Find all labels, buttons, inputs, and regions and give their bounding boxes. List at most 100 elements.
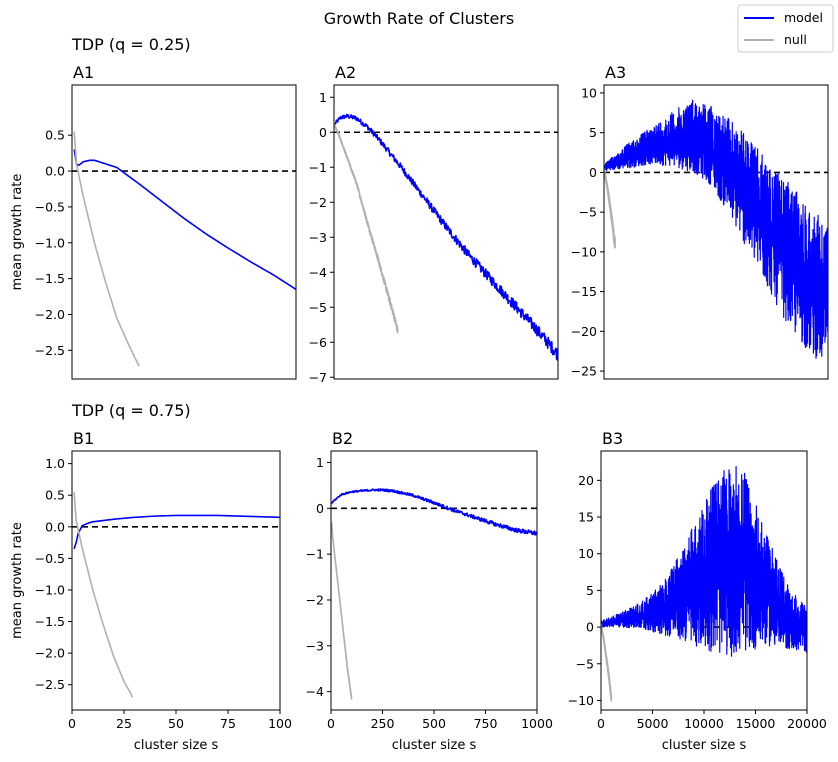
row-title-top: TDP (q = 0.25) — [71, 35, 191, 54]
y-axis-label: mean growth rate — [10, 174, 25, 291]
plot-area — [72, 492, 280, 698]
plot-area — [601, 465, 807, 702]
x-axis-label: cluster size s — [392, 738, 477, 753]
y-tick-label: −4 — [306, 684, 324, 699]
y-tick-label: −0.5 — [35, 551, 65, 566]
y-tick-label: −4 — [309, 265, 327, 280]
series-line-model — [601, 465, 807, 657]
plot-area — [72, 131, 296, 367]
y-tick-label: 5 — [586, 583, 594, 598]
y-axis-label: mean growth rate — [10, 522, 25, 639]
legend-label-null: null — [784, 32, 807, 47]
y-tick-label: −3 — [309, 230, 327, 245]
y-tick-label: 10 — [581, 85, 597, 100]
y-tick-label: −10 — [571, 244, 597, 259]
plot-area — [334, 113, 558, 361]
y-tick-label: −5 — [576, 656, 594, 671]
y-tick-label: 0.5 — [45, 128, 65, 143]
panel-title: B3 — [602, 429, 623, 448]
y-tick-label: −2 — [306, 592, 324, 607]
y-tick-label: −2.5 — [35, 343, 65, 358]
y-tick-label: −5 — [309, 300, 327, 315]
x-tick-label: 15000 — [736, 716, 776, 731]
x-tick-label: 750 — [474, 716, 498, 731]
y-tick-label: −6 — [309, 335, 327, 350]
x-tick-label: 0 — [68, 716, 76, 731]
x-tick-label: 100 — [268, 716, 292, 731]
y-tick-label: 15 — [578, 510, 594, 525]
y-tick-label: −1.0 — [35, 582, 65, 597]
panel-title: B1 — [73, 429, 94, 448]
y-tick-label: −10 — [568, 693, 594, 708]
y-tick-label: 1 — [319, 90, 327, 105]
x-tick-label: 10000 — [684, 716, 724, 731]
y-tick-label: −2.5 — [35, 677, 65, 692]
legend: model null — [737, 4, 834, 53]
y-tick-label: −25 — [571, 364, 597, 379]
series-line-null — [73, 492, 134, 698]
y-tick-label: −2.0 — [35, 307, 65, 322]
series-line-model — [73, 514, 280, 550]
y-tick-label: 10 — [578, 546, 594, 561]
y-tick-label: −1 — [309, 160, 327, 175]
y-tick-label: 0.0 — [45, 164, 65, 179]
y-tick-label: −7 — [309, 370, 327, 385]
y-tick-label: −2 — [309, 195, 327, 210]
axes-frame — [603, 84, 829, 380]
y-tick-label: 0 — [316, 501, 324, 516]
series-line-model — [73, 149, 296, 291]
panel-B2: 1 0 −1 −2 −3 −4 0 250 500 750 1000 B2 cluster size s — [306, 429, 553, 753]
y-tick-label: −3 — [306, 638, 324, 653]
panel-A1: 0.5 0.0 −0.5 −1.0 −1.5 −2.0 −2.5 A1 mean growth … — [10, 63, 297, 380]
y-tick-label: 1.0 — [45, 456, 65, 471]
series-line-model — [604, 99, 828, 359]
x-tick-label: 0 — [597, 716, 605, 731]
axes-frame — [333, 84, 559, 380]
y-tick-label: −1.5 — [35, 271, 65, 286]
axes-frame — [71, 84, 297, 380]
y-tick-label: −1 — [306, 547, 324, 562]
x-tick-label: 1000 — [521, 716, 553, 731]
series-line-null — [601, 623, 613, 702]
plot-area — [331, 488, 537, 700]
y-tick-label: −15 — [571, 284, 597, 299]
panel-title: B2 — [332, 429, 353, 448]
x-tick-label: 75 — [220, 716, 236, 731]
row-title-bottom: TDP (q = 0.75) — [71, 401, 191, 420]
series-line-model — [331, 488, 537, 536]
y-tick-label: −0.5 — [35, 199, 65, 214]
y-tick-label: −1.5 — [35, 614, 65, 629]
y-tick-label: 5 — [589, 125, 597, 140]
y-tick-label: 0.5 — [45, 488, 65, 503]
y-tick-label: 0.0 — [45, 519, 65, 534]
y-tick-label: 20 — [578, 473, 594, 488]
figure-title: Growth Rate of Clusters — [324, 9, 514, 28]
x-tick-label: 50 — [168, 716, 184, 731]
x-tick-label: 25 — [116, 716, 132, 731]
panel-title: A2 — [335, 63, 356, 82]
series-line-null — [331, 521, 353, 700]
x-axis-label: cluster size s — [662, 738, 747, 753]
x-tick-label: 250 — [371, 716, 395, 731]
panel-A3: 10 5 0 −5 −10 −15 −20 −25 A3 — [571, 63, 829, 380]
x-tick-label: 20000 — [787, 716, 827, 731]
series-line-null — [73, 131, 140, 367]
x-tick-label: 500 — [422, 716, 446, 731]
y-tick-label: −2.0 — [35, 646, 65, 661]
y-tick-label: 0 — [319, 125, 327, 140]
panels: 0.5 0.0 −0.5 −1.0 −1.5 −2.0 −2.5 A1 mean growth … — [10, 63, 829, 753]
y-tick-label: 0 — [586, 620, 594, 635]
y-tick-label: −1.0 — [35, 235, 65, 250]
plot-area — [604, 99, 828, 359]
x-tick-label: 0 — [327, 716, 335, 731]
y-tick-label: 1 — [316, 455, 324, 470]
legend-label-model: model — [784, 10, 823, 25]
y-tick-label: 0 — [589, 165, 597, 180]
series-line-null — [604, 167, 616, 249]
panel-A2: 1 0 −1 −2 −3 −4 −5 −6 −7 A2 — [309, 63, 559, 385]
panel-B1: 1.0 0.5 0.0 −0.5 −1.0 −1.5 −2.0 −2.5 0 25 50 75 100 B… — [10, 429, 292, 753]
series-line-model — [334, 113, 558, 361]
x-axis-label: cluster size s — [134, 738, 219, 753]
